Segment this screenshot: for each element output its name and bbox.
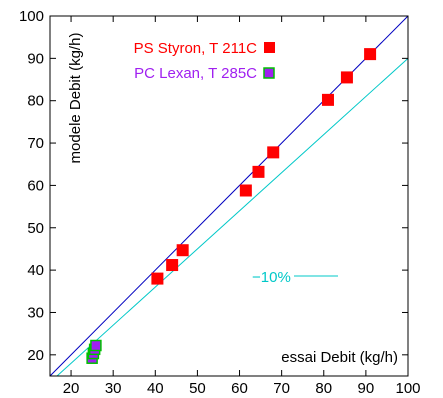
x-tick-label: 80 bbox=[315, 380, 332, 397]
legend-marker-pc-lexan bbox=[263, 67, 275, 79]
y-tick-label: 60 bbox=[27, 177, 44, 194]
annotation-minus-10-percent: −10% bbox=[252, 269, 291, 286]
reference-line-1 bbox=[56, 57, 409, 377]
data-point-ps-styron-8 bbox=[364, 48, 377, 61]
legend-marker-ps-styron bbox=[264, 42, 275, 53]
y-axis-label: modele Debit (kg/h) bbox=[67, 33, 84, 164]
y-tick-label: 30 bbox=[27, 304, 44, 321]
x-axis-label: essai Debit (kg/h) bbox=[281, 349, 398, 366]
y-tick-label: 50 bbox=[27, 220, 44, 237]
data-points bbox=[86, 48, 377, 364]
data-point-ps-styron-2 bbox=[176, 244, 189, 257]
data-point-pc-lexan-3 bbox=[90, 339, 102, 352]
data-point-ps-styron-1 bbox=[166, 259, 179, 272]
y-tick-label: 70 bbox=[27, 135, 44, 152]
x-tick-label: 30 bbox=[105, 380, 122, 397]
plot-frame bbox=[49, 15, 409, 377]
y-tick-label: 40 bbox=[27, 262, 44, 279]
data-point-ps-styron-6 bbox=[321, 93, 334, 106]
legend-label-pc-lexan: PC Lexan, T 285C bbox=[134, 65, 257, 82]
x-ticks: 20 30 40 50 60 70 80 90 100 bbox=[63, 16, 421, 397]
y-tick-label: 90 bbox=[27, 50, 44, 67]
data-point-ps-styron-0 bbox=[151, 272, 164, 285]
x-tick-label: 60 bbox=[231, 380, 248, 397]
data-point-ps-styron-5 bbox=[267, 146, 280, 159]
y-tick-label: 100 bbox=[19, 8, 44, 25]
data-point-ps-styron-7 bbox=[340, 71, 353, 84]
y-tick-label: 80 bbox=[27, 93, 44, 110]
legend: PS Styron, T 211C PC Lexan, T 285C bbox=[134, 40, 275, 82]
y-ticks: 20 30 40 50 60 70 80 90 100 bbox=[19, 8, 408, 364]
data-point-ps-styron-4 bbox=[252, 165, 265, 178]
x-tick-label: 50 bbox=[189, 380, 206, 397]
y-tick-label: 20 bbox=[27, 347, 44, 364]
x-tick-label: 100 bbox=[395, 380, 420, 397]
x-tick-label: 40 bbox=[147, 380, 164, 397]
x-tick-label: 20 bbox=[63, 380, 80, 397]
data-point-ps-styron-3 bbox=[239, 184, 252, 197]
legend-label-ps-styron: PS Styron, T 211C bbox=[134, 40, 258, 57]
x-tick-label: 90 bbox=[358, 380, 375, 397]
x-tick-label: 70 bbox=[273, 380, 290, 397]
